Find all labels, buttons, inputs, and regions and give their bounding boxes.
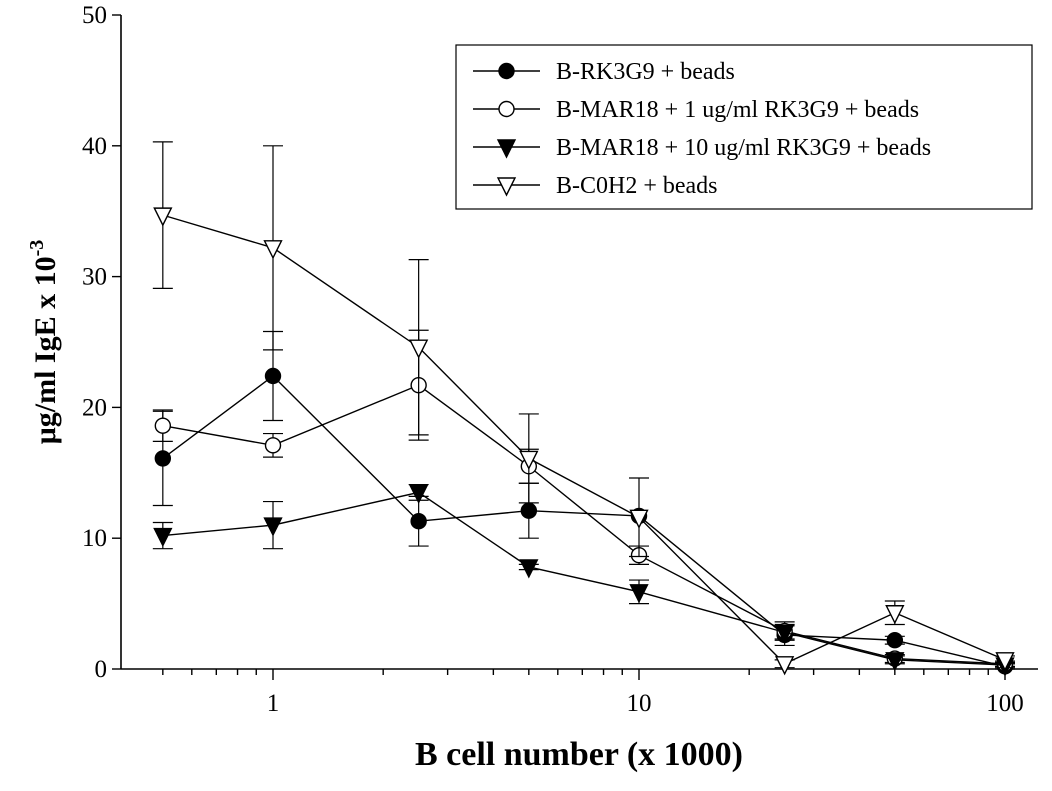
legend-entry: B-MAR18 + 1 ug/ml RK3G9 + beads: [473, 97, 919, 123]
data-point: [410, 512, 427, 530]
y-axis-title: μg/ml IgE x 10-3: [26, 240, 62, 445]
series-3: [152, 483, 1015, 677]
legend-box: [455, 44, 1033, 210]
series-4: [152, 141, 1015, 676]
legend-entry: B-MAR18 + 10 ug/ml RK3G9 + beads: [473, 135, 931, 161]
data-point: [153, 207, 173, 227]
x-tick-label: 10: [627, 690, 652, 717]
data-point: [263, 240, 283, 260]
legend-label: B-MAR18 + 1 ug/ml RK3G9 + beads: [556, 97, 919, 123]
legend-label: B-C0H2 + beads: [556, 173, 718, 199]
y-tick-label: 20: [82, 394, 107, 421]
data-point: [775, 624, 795, 644]
legend-marker: [496, 177, 517, 197]
x-axis-title: B cell number (x 1000): [415, 736, 743, 773]
x-ticks: 1 10 100: [162, 669, 1024, 717]
data-point: [775, 656, 795, 676]
data-point: [264, 437, 282, 454]
data-point: [629, 584, 649, 604]
series-1: [152, 330, 1015, 675]
data-point: [264, 367, 282, 385]
data-point: [520, 502, 538, 519]
y-tick-label: 30: [82, 264, 107, 291]
data-point: [409, 339, 429, 359]
data-point: [153, 527, 173, 548]
data-point: [409, 484, 429, 504]
data-point: [885, 652, 905, 672]
data-point: [886, 632, 904, 649]
y-ticks: 0 10 20 30 40 50: [82, 2, 121, 683]
data-point: [629, 509, 649, 529]
data-point: [154, 417, 172, 434]
data-point: [519, 559, 539, 579]
legend-marker: [496, 139, 517, 159]
legend-label: B-MAR18 + 10 ug/ml RK3G9 + beads: [556, 135, 931, 161]
legend-entry: B-RK3G9 + beads: [473, 59, 735, 85]
x-tick-label: 100: [986, 690, 1024, 717]
series-line: [162, 491, 1006, 666]
y-tick-label: 0: [95, 656, 108, 683]
legend: B-RK3G9 + beads B-MAR18 + 1 ug/ml RK3G9 +…: [455, 44, 1033, 210]
series-line: [162, 384, 1006, 665]
legend-label: B-RK3G9 + beads: [556, 59, 735, 85]
data-point: [995, 652, 1015, 672]
axes: [120, 15, 1038, 670]
series-layer: [152, 141, 1015, 677]
series-line: [162, 214, 1006, 665]
y-axis-title-main: μg/ml IgE x 10: [29, 256, 62, 444]
series-line: [162, 375, 1006, 668]
data-point: [519, 450, 539, 470]
data-point: [885, 605, 905, 625]
data-point: [263, 517, 283, 537]
legend-marker: [498, 62, 515, 80]
y-axis-title-exponent: -3: [26, 240, 48, 257]
legend-entry: B-C0H2 + beads: [473, 173, 718, 199]
data-point: [154, 450, 172, 467]
y-tick-label: 40: [82, 133, 107, 160]
x-tick-label: 1: [267, 690, 280, 717]
series-2: [152, 329, 1015, 672]
y-tick-label: 50: [82, 2, 107, 29]
legend-marker: [498, 100, 515, 118]
y-tick-label: 10: [82, 525, 107, 552]
